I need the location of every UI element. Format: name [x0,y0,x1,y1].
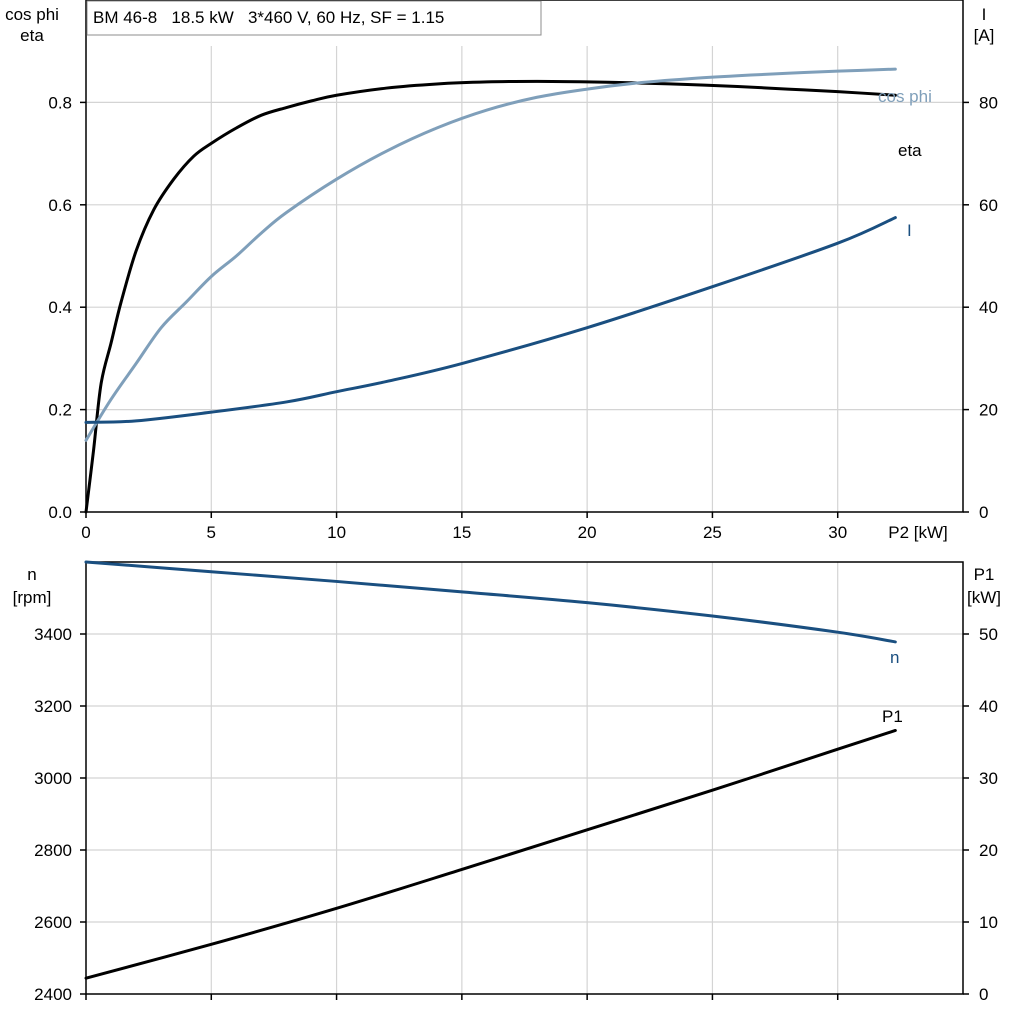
grid [86,46,963,512]
left-axis-label-rpm: [rpm] [13,588,52,607]
right-tick-label-0: 0 [979,503,988,522]
left-tick-label-0-4: 0.4 [48,298,72,317]
x-axis-label: P2 [kW] [888,523,948,542]
right-tick-label-50: 50 [979,625,998,644]
left-axis-label-n: n [27,565,36,584]
series-line-n [84,560,897,644]
x-tick-label-30: 30 [828,523,847,542]
left-axis: 2400 2600 2800 3000 3200 3400 n [rpm] [13,565,86,1004]
top-panel: BM 46-8 18.5 kW 3*460 V, 60 Hz, SF = 1.1… [5,0,998,542]
x-tick-label-5: 5 [207,523,216,542]
series-label-cos-phi: cos phi [878,87,932,106]
left-tick-label-2600: 2600 [34,913,72,932]
right-tick-label-40: 40 [979,697,998,716]
left-axis-label-cos-phi: cos phi [5,5,59,24]
left-axis: 0.0 0.2 0.4 0.6 0.8 cos phi eta [5,5,86,522]
right-axis: 0 10 20 30 40 50 P1 [kW] [963,565,1001,1004]
chart-title-box: BM 46-8 18.5 kW 3*460 V, 60 Hz, SF = 1.1… [86,0,542,36]
series-line-i [84,216,897,424]
series-label-p1: P1 [882,707,903,726]
left-tick-label-3000: 3000 [34,769,72,788]
right-tick-label-60: 60 [979,196,998,215]
right-axis: 0 20 40 60 80 I [A] [963,5,998,522]
title-border [86,0,542,36]
x-tick-label-10: 10 [327,523,346,542]
bottom-panel: 2400 2600 2800 3000 3200 3400 n [rpm] 0 10 20 30 40 5… [13,560,1001,1004]
series-line-eta [84,79,897,514]
left-tick-label-3200: 3200 [34,697,72,716]
left-tick-label-0-8: 0.8 [48,93,72,112]
right-tick-label-0: 0 [979,985,988,1004]
left-tick-label-2800: 2800 [34,841,72,860]
left-tick-label-2400: 2400 [34,985,72,1004]
right-tick-label-20: 20 [979,401,998,420]
left-tick-label-0-2: 0.2 [48,401,72,420]
right-tick-label-20: 20 [979,841,998,860]
left-axis-label-eta: eta [20,26,44,45]
series-line-p1 [84,728,897,980]
right-tick-label-40: 40 [979,298,998,317]
right-axis-label-a: [A] [974,26,995,45]
x-tick-label-25: 25 [703,523,722,542]
x-axis: 0 5 10 15 20 25 30 P2 [kW] [81,512,948,542]
x-axis [85,994,839,1000]
right-tick-label-80: 80 [979,93,998,112]
series-label-i: I [907,221,912,240]
series-line-cos-phi [84,67,897,442]
plot-frame [85,0,964,513]
left-tick-label-0: 0.0 [48,503,72,522]
left-tick-label-3400: 3400 [34,625,72,644]
right-axis-label-p1: P1 [974,565,995,584]
x-tick-label-20: 20 [578,523,597,542]
left-tick-label-0-6: 0.6 [48,196,72,215]
right-axis-label-kw: [kW] [967,588,1001,607]
grid [86,562,963,994]
x-tick-label-0: 0 [81,523,90,542]
right-axis-label-i: I [982,5,987,24]
series-label-n: n [890,648,899,667]
chart-title: BM 46-8 18.5 kW 3*460 V, 60 Hz, SF = 1.1… [93,8,444,27]
x-tick-label-15: 15 [452,523,471,542]
right-tick-label-10: 10 [979,913,998,932]
series-label-eta: eta [898,141,922,160]
right-tick-label-30: 30 [979,769,998,788]
